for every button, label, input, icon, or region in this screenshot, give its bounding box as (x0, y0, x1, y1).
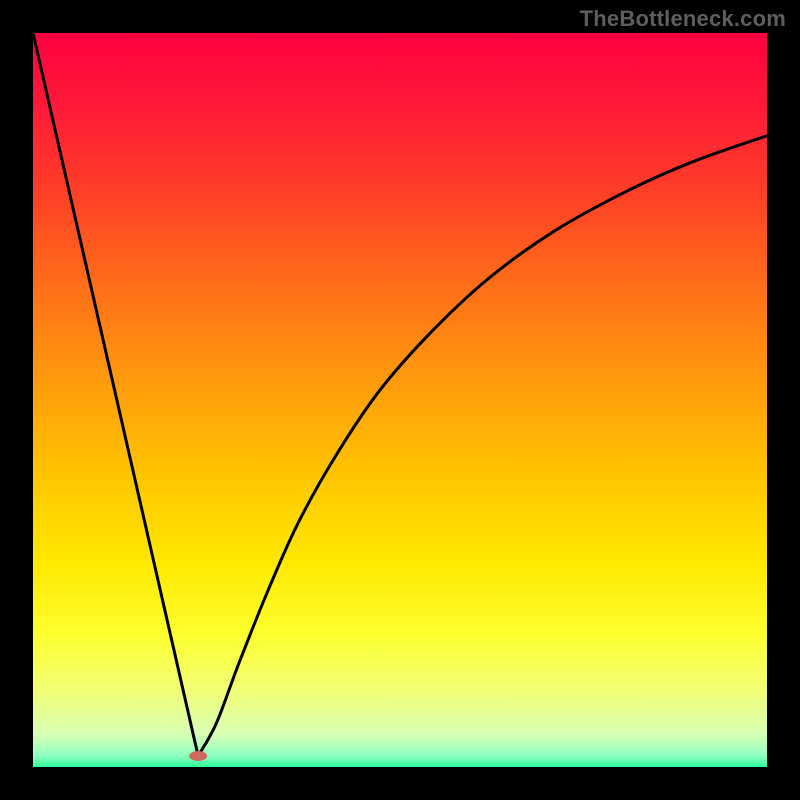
chart-frame: TheBottleneck.com (0, 0, 800, 800)
minimum-marker (189, 751, 207, 761)
bottleneck-chart (0, 0, 800, 800)
gradient-background (33, 33, 767, 767)
watermark-text: TheBottleneck.com (580, 6, 786, 32)
